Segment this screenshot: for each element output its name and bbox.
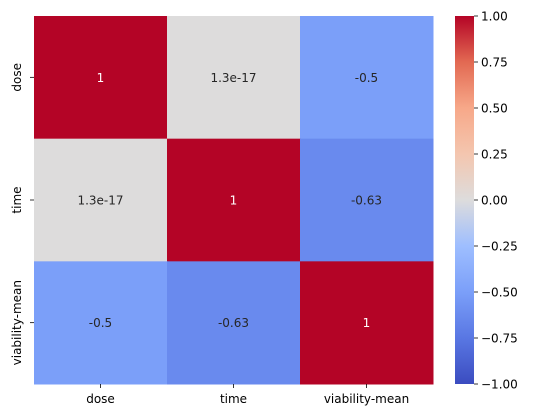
- colorbar-tick-label: 0.00: [481, 194, 508, 208]
- heatmap-cell: [34, 261, 168, 385]
- colorbar-tick-label: −0.75: [481, 332, 518, 346]
- colorbar-tick-label: 1.00: [481, 10, 508, 24]
- cell-annotation: -0.63: [351, 194, 382, 208]
- cell-annotation: -0.63: [218, 316, 249, 330]
- y-tick-label: viability-mean: [10, 280, 24, 365]
- cell-annotation: 1: [363, 316, 371, 330]
- y-tick-label: dose: [10, 63, 24, 92]
- colorbar-tick-label: 0.25: [481, 148, 508, 162]
- heatmap-cell: [34, 138, 168, 262]
- heatmap-cell: [167, 261, 301, 385]
- colorbar-gradient: [455, 16, 474, 384]
- heatmap-cell: [300, 261, 434, 385]
- colorbar-tick-label: −0.25: [481, 240, 518, 254]
- colorbar-tick-label: 0.75: [481, 56, 508, 70]
- cell-annotation: 1: [230, 194, 238, 208]
- cell-annotation: -0.5: [355, 71, 378, 85]
- colorbar-tick-label: 0.50: [481, 102, 508, 116]
- colorbar-ticks: 1.00 0.75 0.50 0.25 0.00 −0.25 −0.50 −0.75 −1.00: [474, 10, 518, 392]
- y-axis: dose time viability-mean: [10, 63, 34, 365]
- y-tick-label: time: [10, 186, 24, 213]
- cell-annotation: 1.3e-17: [77, 194, 123, 208]
- heatmap-cell: [167, 138, 301, 262]
- cell-annotation: 1.3e-17: [210, 71, 256, 85]
- colorbar-tick-label: −0.50: [481, 286, 518, 300]
- heatmap-cell: [300, 138, 434, 262]
- cell-annotation: 1: [97, 71, 105, 85]
- x-axis: dose time viability-mean: [86, 384, 409, 406]
- x-tick-label: dose: [86, 392, 115, 406]
- heatmap-cell: [167, 16, 301, 140]
- colorbar-tick-label: −1.00: [481, 378, 518, 392]
- x-tick-label: time: [220, 392, 247, 406]
- colorbar: [455, 16, 474, 384]
- heatmap-cells: [34, 16, 434, 385]
- heatmap-annotations: 1 1.3e-17 -0.5 1.3e-17 1 -0.63 -0.5 -0.63 1: [77, 71, 382, 330]
- cell-annotation: -0.5: [89, 316, 112, 330]
- heatmap-cell: [300, 16, 434, 140]
- heatmap-cell: [34, 16, 168, 140]
- x-tick-label: viability-mean: [324, 392, 409, 406]
